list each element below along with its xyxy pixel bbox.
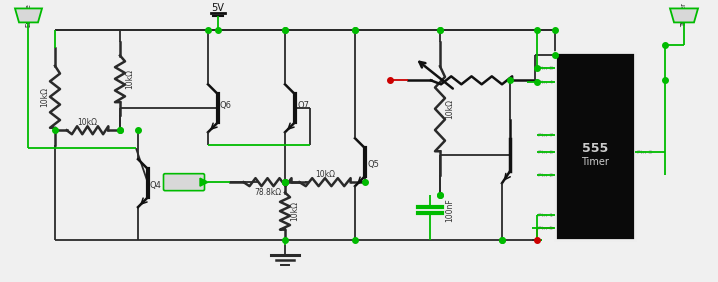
Text: Pin 5: Pin 5 (538, 226, 553, 231)
Text: Phase: Phase (169, 178, 192, 187)
Text: Enable: Enable (25, 4, 31, 27)
FancyBboxPatch shape (164, 174, 205, 191)
Polygon shape (670, 8, 698, 22)
Text: 100nF: 100nF (445, 198, 454, 222)
Text: 10kΩ: 10kΩ (315, 170, 335, 179)
Text: 5V: 5V (212, 3, 225, 14)
Text: Pin 3: Pin 3 (637, 150, 652, 155)
Text: 10kΩ: 10kΩ (445, 99, 454, 119)
Text: Q6: Q6 (220, 101, 232, 110)
Text: 10kΩ: 10kΩ (78, 118, 98, 127)
Text: 10kΩ: 10kΩ (40, 87, 50, 107)
Text: Pin 7: Pin 7 (538, 133, 553, 138)
Polygon shape (200, 178, 208, 186)
Polygon shape (15, 8, 42, 22)
Text: 10kΩ: 10kΩ (126, 69, 134, 89)
Text: Trigger: Trigger (681, 3, 687, 27)
Text: Pin 2: Pin 2 (538, 173, 553, 178)
Text: Pin 6: Pin 6 (538, 150, 553, 155)
Text: Pin 1: Pin 1 (538, 213, 553, 218)
Text: Q7: Q7 (297, 101, 309, 110)
Bar (555, 52, 635, 240)
Text: Timer: Timer (581, 157, 609, 167)
Text: Q4: Q4 (150, 181, 162, 190)
Text: 78.8kΩ: 78.8kΩ (254, 188, 281, 197)
Text: Pin 4: Pin 4 (538, 80, 553, 85)
Text: 555: 555 (582, 142, 608, 155)
Text: Q5: Q5 (367, 160, 379, 169)
Text: Pin 8: Pin 8 (538, 66, 553, 71)
Text: 10kΩ: 10kΩ (291, 201, 299, 221)
